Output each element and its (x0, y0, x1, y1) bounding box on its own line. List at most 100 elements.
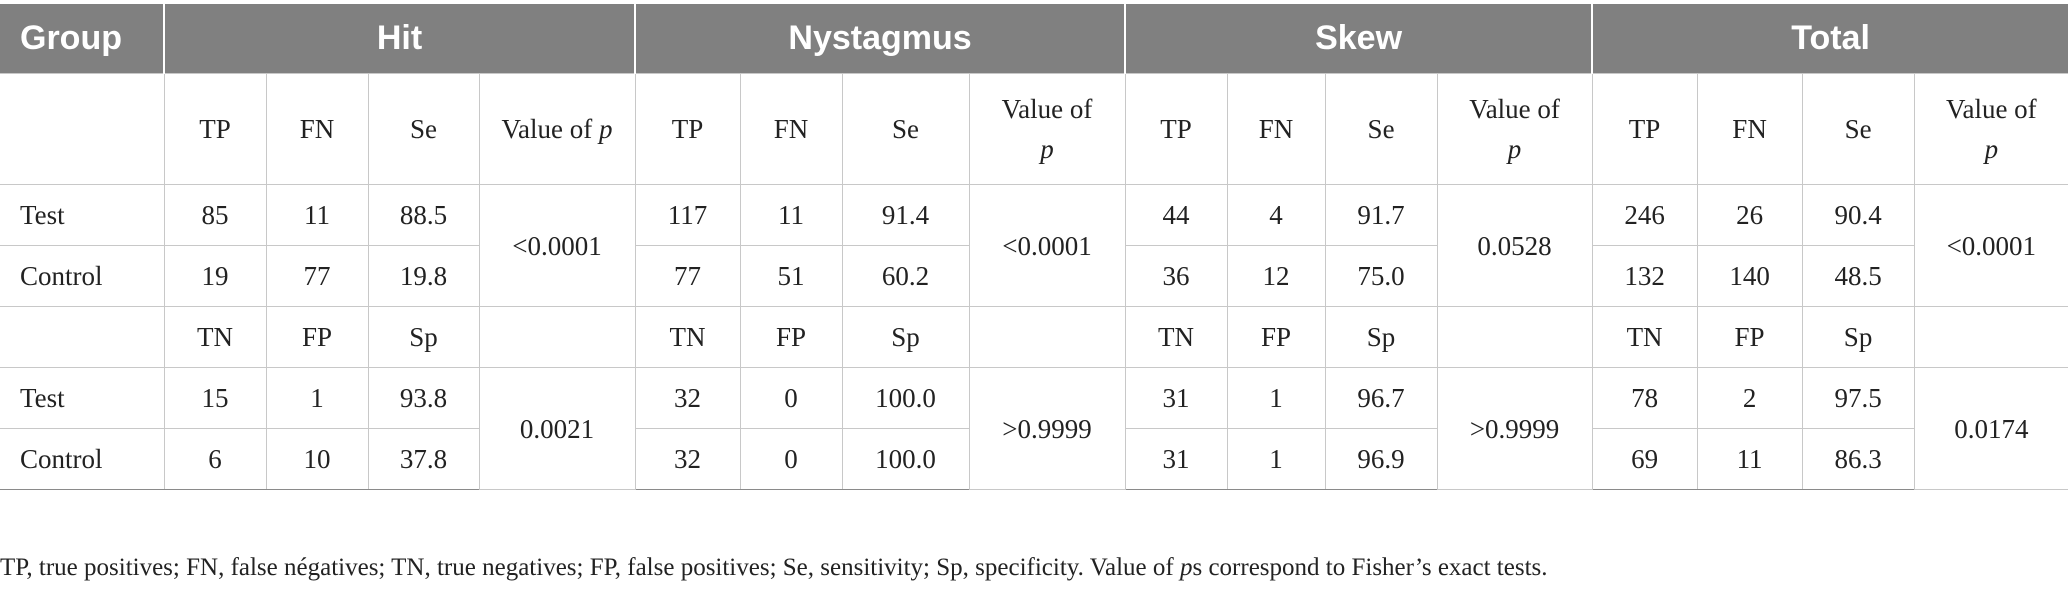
specificity-subheader-row: TN FP Sp TN FP Sp TN FP Sp TN FP Sp (0, 306, 2068, 368)
table-cell: 0 (739, 367, 843, 429)
se-label: Se (367, 73, 480, 185)
tp-label: TP (1124, 73, 1228, 185)
table-row: Control 19 77 19.8 77 51 60.2 36 12 75.0… (0, 245, 2068, 307)
se-label: Se (1324, 73, 1438, 185)
hit-specificity-pvalue: 0.0021 (478, 367, 636, 490)
table-cell: 97.5 (1801, 367, 1915, 429)
fp-label: FP (265, 306, 369, 368)
table-cell: 19.8 (367, 245, 480, 307)
hit-sensitivity-pvalue: <0.0001 (478, 184, 636, 307)
table-cell: 0 (739, 428, 843, 490)
fp-label: FP (1226, 306, 1326, 368)
table-cell: 246 (1591, 184, 1698, 246)
table-cell: 10 (265, 428, 369, 490)
table-cell: 78 (1591, 367, 1698, 429)
total-pvalue-label: Value of p (1913, 73, 2068, 185)
table-cell: 85 (163, 184, 267, 246)
nystagmus-sensitivity-pvalue: <0.0001 (968, 184, 1126, 307)
total-specificity-pvalue: 0.0174 (1913, 367, 2068, 490)
table-cell: 31 (1124, 428, 1228, 490)
sp-label: Sp (367, 306, 480, 368)
fp-label: FP (739, 306, 843, 368)
se-label: Se (841, 73, 970, 185)
sp-label: Sp (841, 306, 970, 368)
table-cell: 96.7 (1324, 367, 1438, 429)
table-cell: 86.3 (1801, 428, 1915, 490)
skew-sensitivity-pvalue: 0.0528 (1436, 184, 1593, 307)
header-skew: Skew (1124, 4, 1593, 74)
header-hit: Hit (162, 4, 636, 74)
fn-label: FN (739, 73, 843, 185)
table-cell: 2 (1696, 367, 1803, 429)
table-cell: 26 (1696, 184, 1803, 246)
table-cell: 51 (739, 245, 843, 307)
table-cell: 15 (163, 367, 267, 429)
table-footnote: TP, true positives; FN, false négatives;… (0, 554, 1548, 581)
table-cell: 140 (1696, 245, 1803, 307)
table-cell: 32 (634, 428, 741, 490)
table-cell: 77 (634, 245, 741, 307)
fn-label: FN (1226, 73, 1326, 185)
se-label: Se (1801, 73, 1915, 185)
table-cell: 36 (1124, 245, 1228, 307)
skew-pvalue-label: Value of p (1436, 73, 1593, 185)
table-cell: 75.0 (1324, 245, 1438, 307)
table-row: Test 85 11 88.5 <0.0001 117 11 91.4 <0.0… (0, 184, 2068, 307)
tn-label: TN (634, 306, 741, 368)
header-group: Group (0, 4, 164, 74)
tp-label: TP (1591, 73, 1698, 185)
table-cell: 19 (163, 245, 267, 307)
table-cell: 90.4 (1801, 184, 1915, 246)
sp-label: Sp (1324, 306, 1438, 368)
table-cell: 100.0 (841, 367, 970, 429)
header-nystagmus: Nystagmus (634, 4, 1126, 74)
table-cell: 69 (1591, 428, 1698, 490)
table-cell: 117 (634, 184, 741, 246)
tp-label: TP (163, 73, 267, 185)
table-cell: 60.2 (841, 245, 970, 307)
table-row: Test 15 1 93.8 0.0021 32 0 100.0 >0.9999… (0, 367, 2068, 490)
table-cell: 100.0 (841, 428, 970, 490)
group-cell: Test (0, 184, 165, 246)
fp-label: FP (1696, 306, 1803, 368)
table-cell: 93.8 (367, 367, 480, 429)
table-row: Control 6 10 37.8 32 0 100.0 31 1 96.9 6… (0, 428, 2068, 490)
table-cell: 91.4 (841, 184, 970, 246)
empty-cell (0, 306, 165, 368)
sensitivity-subheader-row: TP FN Se Value of p TP FN Se Value of p T… (0, 73, 2068, 185)
empty-cell (1913, 306, 2068, 368)
table-cell: 1 (265, 367, 369, 429)
group-cell: Control (0, 428, 165, 490)
table-cell: 11 (1696, 428, 1803, 490)
table-cell: 48.5 (1801, 245, 1915, 307)
nystagmus-pvalue-label: Value of p (968, 73, 1126, 185)
tn-label: TN (1124, 306, 1228, 368)
table-cell: 32 (634, 367, 741, 429)
table-cell: 31 (1124, 367, 1228, 429)
tp-label: TP (634, 73, 741, 185)
table-header-row: Group Hit Nystagmus Skew Total (0, 4, 2068, 74)
empty-cell (478, 306, 636, 368)
table-cell: 1 (1226, 367, 1326, 429)
skew-specificity-pvalue: >0.9999 (1436, 367, 1593, 490)
fn-label: FN (265, 73, 369, 185)
nystagmus-specificity-pvalue: >0.9999 (968, 367, 1126, 490)
total-sensitivity-pvalue: <0.0001 (1913, 184, 2068, 307)
table-cell: 37.8 (367, 428, 480, 490)
hit-pvalue-label: Value of p (478, 73, 636, 185)
tn-label: TN (1591, 306, 1698, 368)
table-cell: 11 (739, 184, 843, 246)
group-cell: Control (0, 245, 165, 307)
empty-cell (968, 306, 1126, 368)
table-cell: 132 (1591, 245, 1698, 307)
sp-label: Sp (1801, 306, 1915, 368)
table-cell: 12 (1226, 245, 1326, 307)
empty-cell (0, 73, 165, 185)
table-cell: 1 (1226, 428, 1326, 490)
empty-cell (1436, 306, 1593, 368)
results-table: Group Hit Nystagmus Skew Total TP FN Se … (0, 4, 2068, 490)
table-cell: 4 (1226, 184, 1326, 246)
table-cell: 6 (163, 428, 267, 490)
table-cell: 88.5 (367, 184, 480, 246)
table-cell: 44 (1124, 184, 1228, 246)
